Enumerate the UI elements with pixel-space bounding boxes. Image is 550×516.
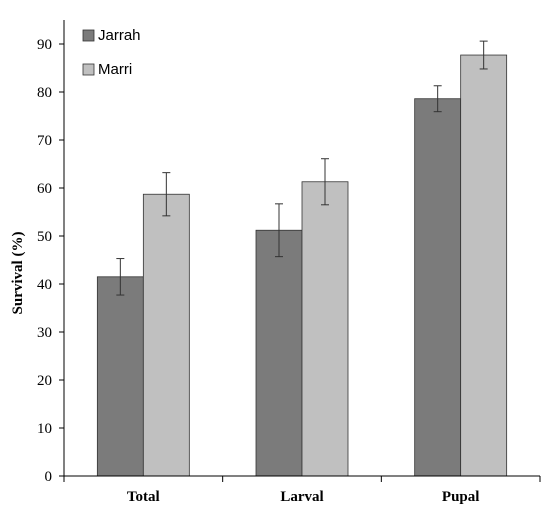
- legend-swatch-jarrah: [82, 29, 95, 42]
- y-tick-label: 90: [37, 37, 52, 53]
- y-tick-label: 20: [37, 373, 52, 389]
- legend-swatch-marri: [82, 63, 95, 76]
- y-tick-label: 60: [37, 181, 52, 197]
- bar-jarrah-pupal: [414, 98, 462, 477]
- y-tick-label: 50: [37, 229, 52, 245]
- x-axis-ticks: Total Larval Pupal: [63, 476, 541, 505]
- y-tick-label: 0: [45, 469, 53, 485]
- legend: Jarrah Marri: [82, 27, 141, 78]
- y-tick-label: 80: [37, 85, 52, 101]
- y-tick-label: 70: [37, 133, 52, 149]
- y-axis-ticks: 0 10 20 30 40 50 60 70 80 90: [37, 37, 64, 485]
- bar-marri-total: [142, 193, 190, 477]
- x-tick-label: Larval: [280, 489, 323, 505]
- x-tick-label: Pupal: [442, 489, 480, 505]
- bar-marri-larval: [301, 181, 349, 477]
- bar-jarrah-larval: [255, 229, 303, 477]
- bars: [96, 54, 508, 477]
- y-tick-label: 10: [37, 421, 52, 437]
- bar-jarrah-total: [96, 276, 144, 477]
- y-axis-label: Survival (%): [10, 232, 26, 315]
- y-tick-label: 40: [37, 277, 52, 293]
- error-bars: [116, 40, 488, 296]
- y-tick-label: 30: [37, 325, 52, 341]
- legend-label-marri: Marri: [98, 61, 132, 78]
- bar-marri-pupal: [460, 54, 508, 477]
- x-tick-label: Total: [127, 489, 160, 505]
- legend-label-jarrah: Jarrah: [98, 27, 141, 44]
